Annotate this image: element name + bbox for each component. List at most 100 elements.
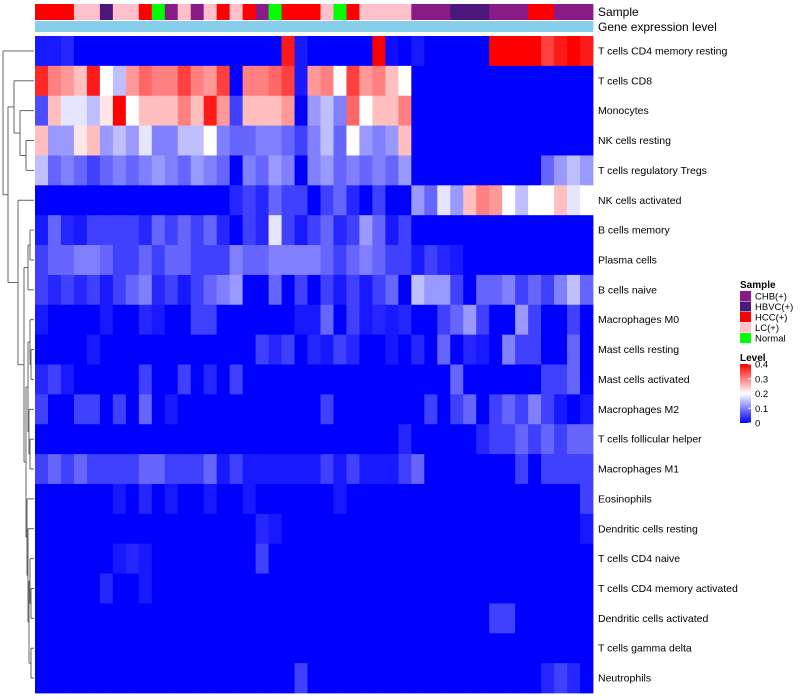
heatmap-cell — [294, 603, 308, 634]
heatmap-cell — [73, 95, 88, 126]
heatmap-cell — [502, 274, 516, 306]
heatmap-cell — [281, 36, 295, 67]
heatmap-cell — [515, 663, 529, 694]
heatmap-cell — [138, 215, 153, 246]
heatmap-cell — [47, 364, 62, 395]
heatmap-cell — [320, 483, 334, 515]
heatmap-cell — [112, 633, 127, 664]
heatmap-cell — [112, 185, 127, 216]
heatmap-cell — [515, 155, 529, 186]
heatmap-cell — [138, 334, 153, 365]
heatmap-cell — [125, 483, 140, 515]
heatmap-cell — [216, 304, 231, 336]
heatmap-cell — [489, 95, 503, 126]
heatmap-cell — [502, 304, 516, 336]
heatmap-cell — [385, 543, 399, 574]
heatmap-cell — [138, 274, 153, 306]
heatmap-cell — [190, 215, 205, 246]
heatmap-cell — [216, 245, 231, 276]
heatmap-cell — [138, 573, 153, 604]
heatmap-cell — [229, 274, 244, 306]
heatmap-cell — [268, 125, 282, 156]
heatmap-cell — [515, 603, 529, 634]
heatmap-cell — [255, 573, 269, 604]
row-label: Macrophages M1 — [598, 464, 679, 476]
heatmap-cell — [203, 95, 218, 126]
heatmap-cell — [47, 155, 62, 186]
heatmap-cell — [554, 185, 568, 216]
heatmap-cell — [86, 36, 101, 67]
heatmap-cell — [73, 633, 88, 664]
heatmap-cell — [580, 364, 594, 395]
gene-expression-cell — [580, 21, 594, 32]
heatmap-cell — [112, 603, 127, 634]
sample-legend-swatch — [740, 333, 751, 343]
heatmap-cell — [99, 483, 114, 515]
heatmap-cell — [541, 65, 555, 97]
heatmap-cell — [489, 663, 503, 694]
heatmap-cell — [476, 424, 490, 455]
heatmap-cell — [502, 95, 516, 126]
sample-annotation-cell — [190, 4, 205, 20]
heatmap-cell — [320, 573, 334, 604]
heatmap-cell — [294, 633, 308, 664]
heatmap-cell — [476, 603, 490, 634]
sample-annotation-cell — [450, 4, 464, 20]
heatmap-cell — [541, 125, 555, 156]
heatmap-cell — [47, 95, 62, 126]
heatmap-cell — [281, 245, 295, 276]
heatmap-cell — [463, 663, 477, 694]
heatmap-cell — [268, 603, 282, 634]
heatmap-cell — [437, 245, 451, 276]
heatmap-cell — [424, 334, 438, 365]
sample-annotation-cell — [242, 4, 257, 20]
gene-expression-cell — [294, 21, 308, 32]
heatmap-cell — [463, 95, 477, 126]
heatmap-cell — [515, 483, 529, 515]
sample-annotation-cell — [268, 4, 282, 20]
heatmap-cell — [333, 334, 347, 365]
heatmap-cell — [437, 334, 451, 365]
heatmap-cell — [320, 125, 334, 156]
heatmap-cell — [450, 215, 464, 246]
heatmap-cell — [177, 36, 192, 67]
heatmap-cell — [346, 274, 360, 306]
heatmap-cell — [203, 543, 218, 574]
sample-annotation-cell — [203, 4, 218, 20]
heatmap-cell — [528, 633, 542, 664]
heatmap-cell — [450, 95, 464, 126]
heatmap-cell — [541, 95, 555, 126]
heatmap-cell — [450, 185, 464, 216]
heatmap-cell — [294, 155, 308, 186]
heatmap-cell — [307, 424, 321, 455]
heatmap-cell — [86, 483, 101, 515]
heatmap-cell — [229, 454, 244, 485]
heatmap-cell — [580, 513, 594, 545]
heatmap-cell — [502, 364, 516, 395]
heatmap-cell — [450, 245, 464, 276]
heatmap-cell — [281, 663, 295, 694]
heatmap-cell — [125, 513, 140, 545]
heatmap-cell — [112, 663, 127, 694]
heatmap-cell — [320, 95, 334, 126]
heatmap-cell — [138, 424, 153, 455]
heatmap-cell — [320, 274, 334, 306]
heatmap-cell — [372, 155, 386, 186]
heatmap-cell — [190, 334, 205, 365]
heatmap-cell — [554, 125, 568, 156]
heatmap-cell — [580, 663, 594, 694]
heatmap-cell — [294, 394, 308, 425]
heatmap-cell — [333, 274, 347, 306]
sample-annotation-cell — [281, 4, 295, 20]
heatmap-cell — [307, 36, 321, 67]
gene-expression-cell — [489, 21, 503, 32]
heatmap-cell — [177, 304, 192, 336]
heatmap-cell — [411, 513, 425, 545]
row-label: Mast cells resting — [598, 344, 679, 356]
sample-annotation-cell — [437, 4, 451, 20]
sample-annotation-cell — [294, 4, 308, 20]
heatmap-cell — [177, 215, 192, 246]
gene-expression-cell — [190, 21, 205, 32]
heatmap-cell — [541, 454, 555, 485]
heatmap-cell — [216, 36, 231, 67]
